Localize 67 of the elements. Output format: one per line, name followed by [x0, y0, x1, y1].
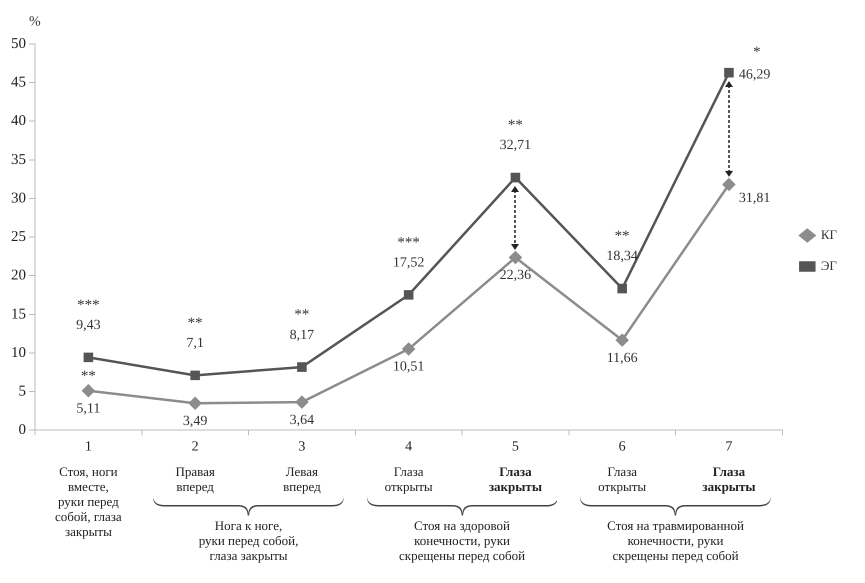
data-label: 31,81: [738, 191, 770, 206]
point: [509, 251, 522, 264]
legend-label: КГ: [820, 226, 838, 242]
data-label: 32,71: [500, 138, 532, 154]
y-tick-label: 15: [11, 306, 26, 322]
data-label: 17,52: [392, 256, 424, 271]
point: [510, 172, 520, 182]
point: [296, 396, 308, 408]
annotation: **: [614, 228, 630, 244]
data-label: 46,29: [738, 67, 770, 82]
text: Нога к ноге, руки перед собой, глаза закрыты: [198, 518, 298, 563]
annotation: **: [294, 307, 310, 324]
data-label: 3,64: [290, 412, 314, 428]
data-label: 3,49: [182, 414, 208, 429]
text: Глаза открыты: [598, 464, 646, 494]
point: [188, 396, 202, 410]
text: Глаза закрыты: [488, 464, 542, 494]
x-tick-label: 4: [405, 439, 412, 454]
y-tick-label: 25: [11, 229, 26, 246]
y-tick-label: 50: [11, 36, 26, 52]
data-label: 8,17: [290, 328, 314, 343]
y-tick-label: 30: [11, 190, 26, 206]
annotation: ***: [397, 234, 420, 251]
x-tick-label: 1: [84, 439, 92, 454]
y-axis-title: %: [29, 14, 41, 30]
y-tick-label: 10: [11, 344, 26, 361]
point: [84, 352, 94, 362]
text: Глаза открыты: [384, 464, 433, 494]
point: [724, 68, 734, 78]
data-label: 7,1: [186, 336, 204, 352]
text: Левая вперед: [283, 464, 321, 494]
x-tick-label: 6: [618, 439, 626, 454]
point: [617, 284, 627, 294]
point: [82, 384, 95, 397]
x-tick-label: 7: [725, 439, 732, 454]
point: [190, 370, 200, 380]
point: [722, 178, 736, 191]
point: [616, 334, 628, 346]
y-tick-label: 20: [11, 268, 26, 284]
data-label: 18,34: [606, 249, 638, 264]
data-label: 11,66: [606, 350, 638, 366]
text: Стоя, ноги вместе, руки перед собой, глаза закрыты: [55, 464, 122, 539]
y-tick-label: 0: [18, 422, 26, 438]
legend-label: ЭГ: [820, 258, 838, 273]
x-tick-label: 2: [192, 439, 199, 454]
point: [402, 342, 415, 356]
y-tick-label: 40: [11, 113, 26, 130]
data-label: 5,11: [76, 401, 100, 416]
annotation: ***: [77, 297, 100, 314]
point: [404, 290, 414, 300]
annotation: **: [188, 315, 203, 332]
point: [297, 362, 307, 372]
y-tick-label: 35: [11, 152, 26, 168]
data-label: 10,51: [392, 360, 424, 375]
data-label: 22,36: [500, 268, 532, 284]
annotation: **: [80, 368, 96, 385]
annotation: **: [508, 117, 523, 134]
x-tick-label: 5: [512, 439, 519, 454]
text: Стоя на здоровой конечности, руки скрещены перед собой: [398, 518, 526, 563]
text: Глаза закрыты: [702, 464, 756, 494]
data-label: 9,43: [76, 318, 101, 334]
text: Стоя на травмированной конечности, руки скрещены перед собой: [607, 518, 744, 563]
y-tick-label: 5: [18, 384, 26, 400]
x-tick-label: 3: [298, 439, 306, 454]
y-tick-label: 45: [11, 74, 26, 91]
text: Правая вперед: [175, 464, 215, 494]
annotation: *: [753, 44, 761, 61]
